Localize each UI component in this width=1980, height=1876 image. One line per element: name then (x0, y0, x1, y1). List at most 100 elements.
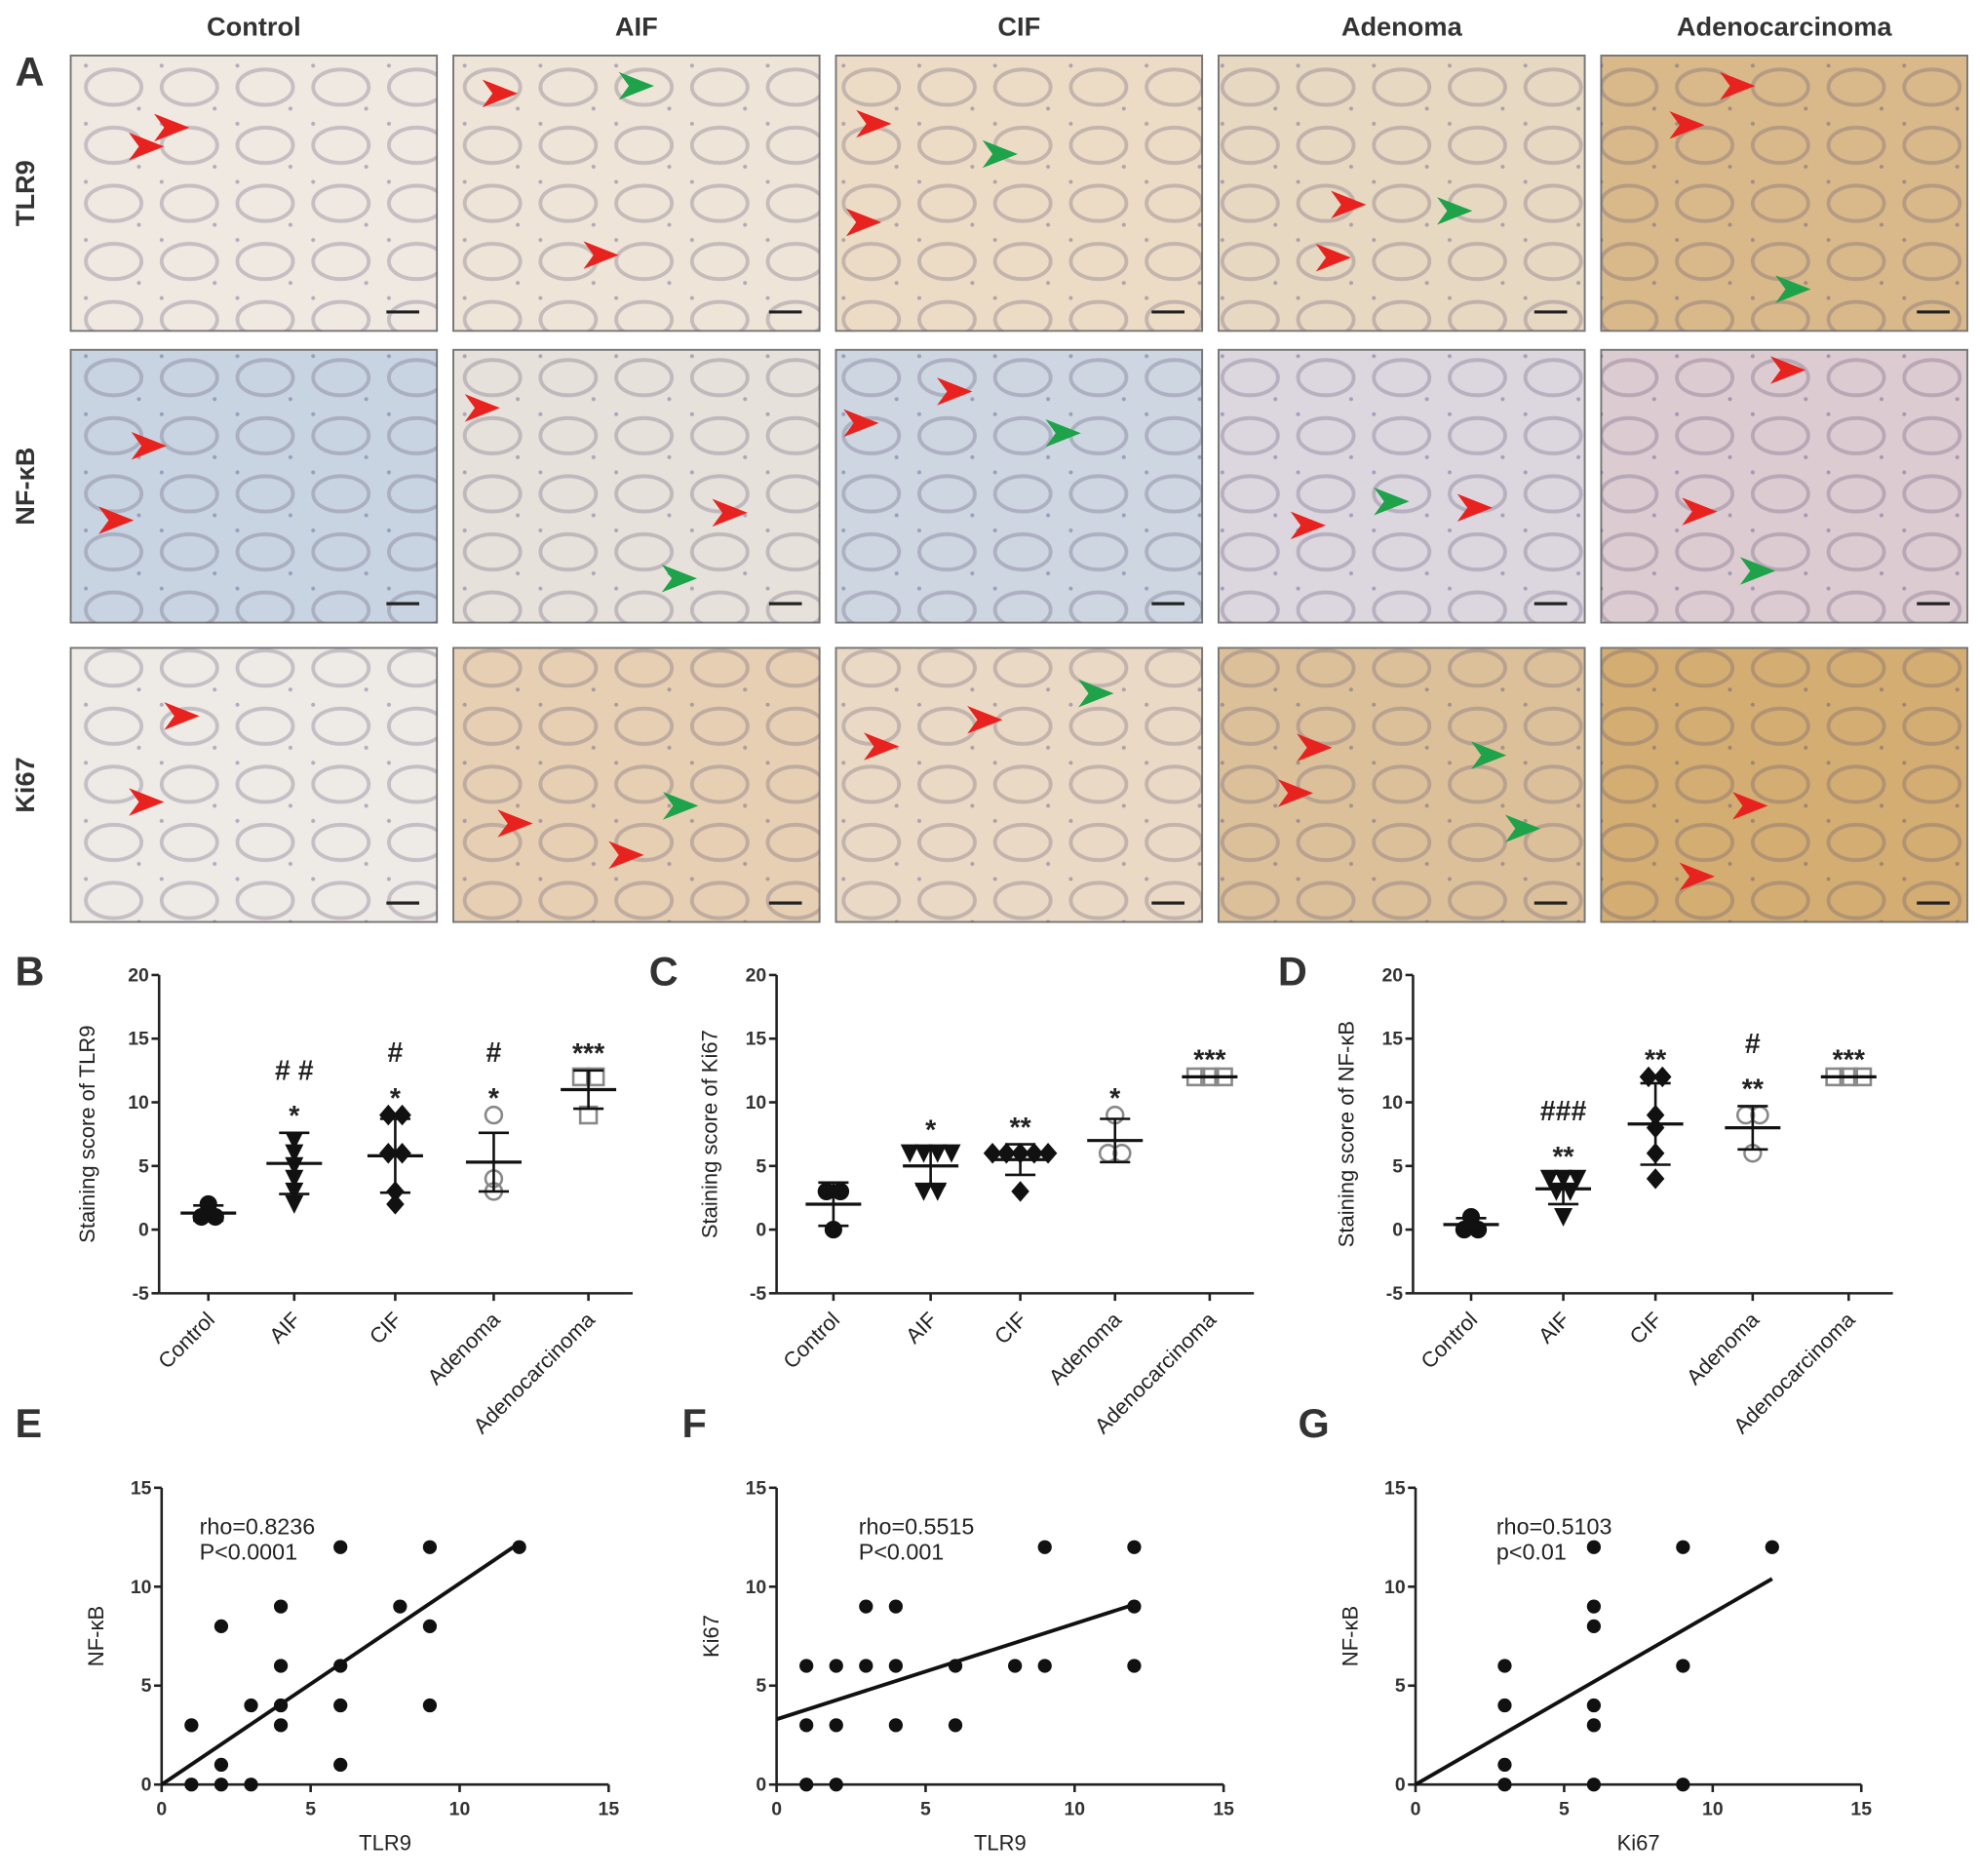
significance: ** (1552, 1142, 1574, 1173)
data-point (1127, 1540, 1142, 1554)
significance: * (488, 1083, 500, 1114)
panel-letter: F (681, 1400, 706, 1446)
arrow (1732, 792, 1768, 820)
data-point (184, 1718, 199, 1733)
arrow (1297, 733, 1333, 762)
y-tick-label: 0 (756, 1220, 766, 1241)
x-axis-label: TLR9 (359, 1831, 411, 1856)
arrow (1775, 275, 1811, 303)
x-tick-label: Adenoma (422, 1307, 505, 1389)
significance: * (289, 1101, 300, 1132)
panel-letter: E (16, 1400, 43, 1446)
arrow (1331, 190, 1367, 219)
y-tick-label: 15 (1381, 1029, 1403, 1050)
micrograph-texture (835, 349, 1203, 623)
arrow (1374, 487, 1410, 516)
data-point (386, 1193, 405, 1215)
y-tick-label: 10 (1384, 1577, 1406, 1598)
data-point (273, 1599, 289, 1614)
column-header: Adenoma (1341, 11, 1463, 41)
micrograph-texture (453, 647, 820, 922)
data-point (214, 1619, 229, 1634)
y-axis-label: Ki67 (699, 1615, 723, 1658)
data-point (393, 1143, 411, 1164)
y-tick-label: -5 (750, 1283, 766, 1305)
y-tick-label: 5 (756, 1675, 766, 1697)
x-tick-label: CIF (990, 1308, 1031, 1349)
arrow (1679, 862, 1715, 891)
data-point (799, 1659, 814, 1673)
annotation: rho=0.5515 (859, 1514, 975, 1540)
arrow (1769, 356, 1806, 384)
data-point (285, 1194, 304, 1214)
micrograph-texture (70, 647, 438, 922)
data-point (1586, 1698, 1602, 1713)
x-tick-label: 0 (771, 1798, 782, 1819)
y-tick-label: 10 (746, 1092, 767, 1114)
arrow (497, 809, 533, 838)
data-point (928, 1144, 948, 1163)
fit-line (1415, 1577, 1773, 1786)
y-tick-label: 5 (1395, 1675, 1406, 1697)
column-header: CIF (997, 11, 1040, 41)
data-point (914, 1144, 933, 1163)
annotation: rho=0.5103 (1496, 1514, 1612, 1540)
arrow (1739, 557, 1776, 585)
y-tick-label: 20 (1381, 964, 1403, 986)
data-point (888, 1718, 903, 1733)
micrograph-texture (835, 55, 1203, 332)
y-tick-label: 5 (138, 1155, 149, 1177)
arrow (663, 792, 699, 820)
y-tick-label: 10 (131, 1577, 152, 1598)
arrow (1456, 493, 1494, 522)
x-tick-label: 0 (1411, 1798, 1421, 1819)
x-tick-label: CIF (1625, 1308, 1667, 1349)
column-header: Control (207, 11, 301, 41)
arrow (1682, 497, 1718, 526)
arrow (1078, 679, 1114, 708)
arrow (967, 706, 1003, 734)
data-point (914, 1182, 933, 1201)
data-point (1497, 1698, 1512, 1713)
micrograph-texture (835, 647, 1203, 922)
data-point (422, 1619, 438, 1634)
arrow (1720, 71, 1756, 100)
significance: *** (1833, 1045, 1866, 1076)
data-point (422, 1540, 438, 1554)
y-tick-label: 5 (756, 1155, 766, 1177)
data-point (983, 1143, 1002, 1164)
data-point (1586, 1619, 1602, 1634)
data-point (1554, 1207, 1573, 1227)
y-axis-label: NF-κB (1338, 1606, 1362, 1666)
data-point (1676, 1540, 1690, 1554)
data-point (1127, 1659, 1142, 1673)
column-header: Adenocarcinoma (1677, 11, 1892, 41)
y-tick-label: 15 (131, 1477, 152, 1499)
data-point (1037, 1659, 1052, 1673)
data-point (214, 1778, 229, 1792)
x-axis-label: Ki67 (1617, 1831, 1660, 1856)
data-point (1765, 1540, 1779, 1554)
significance: ** (1742, 1075, 1765, 1106)
y-tick-label: 0 (1392, 1220, 1403, 1241)
arrow (863, 732, 900, 761)
micrograph-texture (1218, 349, 1585, 623)
significance: * (390, 1083, 402, 1114)
data-point (1025, 1143, 1044, 1164)
data-point (1008, 1659, 1023, 1673)
y-tick-label: 15 (746, 1477, 767, 1499)
x-tick-label: 0 (156, 1798, 167, 1819)
data-point (1038, 1143, 1058, 1164)
micrograph-texture (70, 349, 438, 623)
arrow (583, 241, 619, 269)
arrow (98, 506, 135, 534)
x-tick-label: 5 (305, 1798, 316, 1819)
data-point (900, 1144, 919, 1163)
arrow (712, 498, 748, 528)
arrow (1045, 419, 1081, 448)
data-point (928, 1182, 948, 1201)
data-point (273, 1659, 289, 1673)
x-tick-label: 10 (1702, 1798, 1724, 1819)
arrow (129, 788, 165, 816)
